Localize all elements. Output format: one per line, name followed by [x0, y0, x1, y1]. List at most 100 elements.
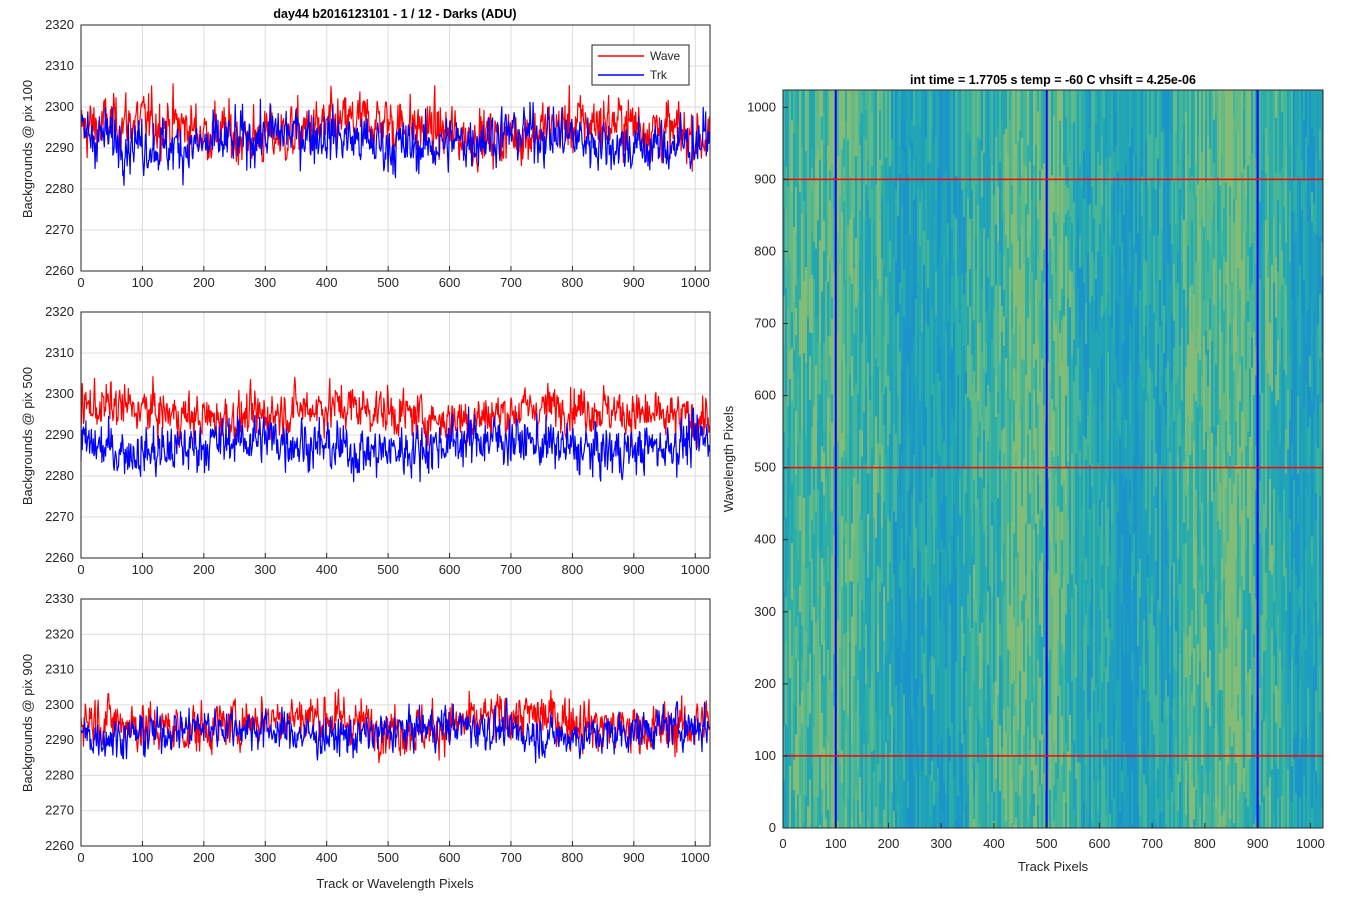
- heatmap-cell: [1207, 301, 1209, 350]
- x-tick-label: 1000: [1296, 836, 1325, 851]
- heatmap-cell: [851, 486, 853, 524]
- heatmap-cell: [1037, 404, 1039, 475]
- heatmap-cell: [853, 388, 855, 429]
- heatmap-cell: [1303, 181, 1305, 281]
- heatmap-cell: [1175, 225, 1177, 290]
- heatmap-cell: [937, 791, 939, 826]
- heatmap-cell: [1247, 732, 1249, 755]
- heatmap-cell: [1013, 680, 1015, 717]
- heatmap-cell: [899, 207, 901, 284]
- heatmap-cell: [1279, 323, 1281, 363]
- heatmap-cell: [1127, 588, 1129, 620]
- heatmap-cell: [1307, 370, 1309, 391]
- heatmap-cell: [1147, 394, 1149, 465]
- heatmap-cell: [1177, 774, 1179, 812]
- heatmap-cell: [1253, 824, 1255, 828]
- heatmap-cell: [1301, 210, 1303, 265]
- heatmap-cell: [909, 147, 911, 235]
- heatmap-cell: [1281, 423, 1283, 524]
- heatmap-cell: [907, 781, 909, 809]
- heatmap-cell: [913, 336, 915, 387]
- heatmap-cell: [823, 564, 825, 586]
- heatmap-cell: [1223, 372, 1225, 394]
- heatmap-cell: [1275, 405, 1277, 448]
- heatmap-cell: [977, 137, 979, 205]
- heatmap-cell: [949, 583, 951, 604]
- heatmap-cell: [983, 368, 985, 411]
- heatmap-cell: [1299, 419, 1301, 468]
- heatmap-cell: [1269, 777, 1271, 828]
- heatmap-cell: [1115, 300, 1117, 358]
- heatmap-cell: [943, 441, 945, 467]
- heatmap-cell: [1239, 524, 1241, 589]
- heatmap-cell: [1313, 771, 1315, 828]
- heatmap-cell: [1161, 321, 1163, 354]
- heatmap-cell: [1243, 792, 1245, 828]
- heatmap-cell: [1029, 238, 1031, 302]
- heatmap-cell: [947, 595, 949, 644]
- heatmap-cell: [1113, 797, 1115, 828]
- heatmap-cell: [805, 762, 807, 797]
- heatmap-cell: [1049, 382, 1051, 442]
- legend-label-wave: Wave: [650, 49, 681, 63]
- heatmap-cell: [991, 792, 993, 828]
- heatmap-cell: [1195, 349, 1197, 402]
- heatmap-cell: [911, 190, 913, 290]
- heatmap-cell: [1271, 90, 1273, 179]
- heatmap-cell: [943, 90, 945, 179]
- heatmap-cell: [889, 663, 891, 715]
- heatmap-cell: [985, 169, 987, 235]
- heatmap-cell: [803, 281, 805, 354]
- heatmap-cell: [913, 567, 915, 634]
- heatmap-cell: [1073, 90, 1075, 123]
- heatmap-cell: [1029, 749, 1031, 805]
- heatmap-cell: [885, 90, 887, 158]
- heatmap-cell: [987, 802, 989, 828]
- heatmap-cell: [817, 342, 819, 395]
- heatmap-cell: [939, 765, 941, 828]
- heatmap-cell: [865, 90, 867, 111]
- heatmap-cell: [1275, 117, 1277, 173]
- heatmap-cell: [1091, 331, 1093, 375]
- heatmap-cell: [877, 763, 879, 828]
- heatmap-cell: [899, 587, 901, 683]
- heatmap-cell: [951, 722, 953, 792]
- series-line-trk: [80, 98, 710, 186]
- heatmap-cell: [1261, 469, 1263, 547]
- heatmap-cell: [1319, 533, 1321, 579]
- heatmap-cell: [1195, 634, 1197, 732]
- heatmap-cell: [1115, 502, 1117, 584]
- heatmap-cell: [991, 402, 993, 502]
- heatmap-cell: [1057, 294, 1059, 378]
- heatmap-cell: [831, 692, 833, 764]
- heatmap-cell: [867, 362, 869, 434]
- heatmap-cell: [1299, 364, 1301, 420]
- heatmap-cell: [811, 519, 813, 560]
- x-tick-label: 100: [132, 562, 154, 577]
- heatmap-cell: [1293, 737, 1295, 760]
- heatmap-cell: [869, 775, 871, 828]
- heatmap-cell: [1097, 536, 1099, 601]
- heatmap-cell: [1287, 769, 1289, 828]
- heatmap-cell: [855, 644, 857, 711]
- heatmap-cell: [1223, 450, 1225, 543]
- heatmap-cell: [1141, 461, 1143, 487]
- heatmap-cell: [823, 342, 825, 431]
- heatmap-cell: [975, 269, 977, 310]
- y-tick-label: 2260: [45, 838, 74, 853]
- heatmap-cell: [1269, 90, 1271, 139]
- heatmap-cell: [965, 805, 967, 828]
- heatmap-cell: [877, 90, 879, 162]
- heatmap-cell: [831, 318, 833, 366]
- heatmap-cell: [1271, 686, 1273, 770]
- heatmap-cell: [1309, 690, 1311, 760]
- heatmap-cell: [847, 486, 849, 578]
- heatmap-cell: [989, 728, 991, 754]
- heatmap-cell: [1135, 253, 1137, 308]
- heatmap-cell: [1183, 387, 1185, 435]
- heatmap-cell: [1193, 819, 1195, 828]
- heatmap-cell: [1149, 134, 1151, 164]
- heatmap-cell: [987, 737, 989, 803]
- heatmap-cell: [843, 138, 845, 167]
- heatmap-cell: [927, 585, 929, 636]
